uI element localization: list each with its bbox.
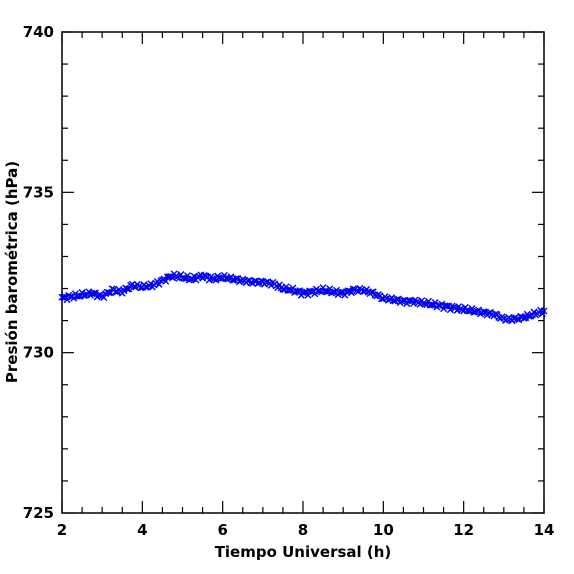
data-points — [58, 270, 548, 325]
x-tick-label: 4 — [137, 521, 147, 539]
y-tick-label: 735 — [23, 183, 54, 201]
data-point-marker — [85, 288, 93, 296]
y-tick-label: 725 — [23, 504, 54, 522]
data-point-marker — [229, 276, 237, 284]
x-tick-label: 8 — [298, 521, 308, 539]
x-tick-label: 14 — [534, 521, 555, 539]
x-tick-label: 10 — [373, 521, 394, 539]
data-point-marker — [349, 285, 357, 293]
x-tick-label: 2 — [57, 521, 67, 539]
y-tick-label: 740 — [23, 23, 54, 41]
data-point-marker — [409, 300, 417, 308]
x-tick-label: 6 — [217, 521, 227, 539]
x-axis-label: Tiempo Universal (h) — [215, 543, 392, 561]
x-tick-label: 12 — [453, 521, 474, 539]
axis-ticks — [61, 31, 545, 514]
y-tick-label: 730 — [23, 344, 54, 362]
data-point-marker — [66, 292, 74, 300]
data-point-marker — [438, 300, 446, 308]
y-axis-label: Presión barométrica (hPa) — [3, 161, 21, 383]
data-point-marker — [205, 276, 213, 284]
tick-labels: 2 4 6 8 10 12 14 725 730 735 740 — [23, 23, 555, 539]
data-point-marker — [125, 285, 133, 293]
plot-frame — [61, 31, 545, 514]
data-point-marker — [344, 287, 352, 295]
data-point-marker — [209, 274, 217, 282]
data-point-marker — [522, 314, 530, 322]
data-point-marker — [155, 280, 163, 288]
data-point-marker — [329, 288, 337, 296]
data-point-marker — [394, 295, 402, 303]
data-point-marker — [540, 307, 548, 315]
data-point-marker — [296, 287, 304, 295]
data-point-marker — [307, 287, 315, 295]
data-point-marker — [212, 276, 220, 284]
data-point-marker — [70, 294, 78, 302]
